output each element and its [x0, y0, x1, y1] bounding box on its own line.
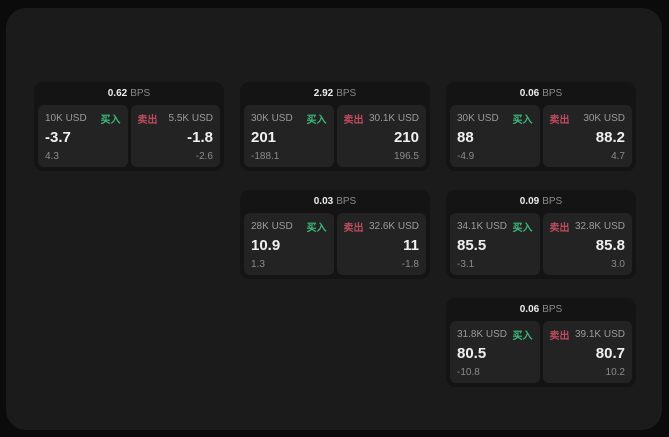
buy-price: 85.5 [457, 237, 487, 255]
buy-panel[interactable]: 31.8K USD 买入 80.5 -10.8 [450, 321, 540, 383]
buy-price: 80.5 [457, 345, 487, 363]
buy-tag: 买入 [306, 223, 327, 234]
bps-value: 0.62 [107, 88, 128, 99]
sell-tag: 卖出 [343, 223, 364, 234]
sell-change: 196.5 [393, 151, 419, 162]
quote-card: 0.09 BPS 34.1K USD 买入 85.5 -3.1 卖出 32.8K … [446, 190, 636, 279]
buy-tag: 买入 [512, 115, 533, 126]
bps-header: 0.09 BPS [450, 193, 632, 210]
bps-value: 0.09 [519, 196, 540, 207]
quote-panels: 31.8K USD 买入 80.5 -10.8 卖出 39.1K USD 80.… [450, 321, 632, 383]
quote-panels: 10K USD 买入 -3.7 4.3 卖出 5.5K USD -1.8 -2.… [38, 105, 220, 167]
sell-notional-amount: 5.5K USD [168, 113, 213, 124]
buy-panel[interactable]: 30K USD 买入 88 -4.9 [450, 105, 540, 167]
sell-change: -1.8 [401, 259, 419, 270]
sell-tag: 卖出 [343, 115, 364, 126]
buy-notional-amount: 31.8K USD [457, 329, 508, 340]
bps-value: 0.03 [313, 196, 334, 207]
quote-card: 0.03 BPS 28K USD 买入 10.9 1.3 卖出 32.6K USD… [240, 190, 430, 279]
bps-header: 2.92 BPS [244, 85, 426, 102]
bps-unit-label: BPS [130, 88, 151, 99]
bps-value: 2.92 [313, 88, 334, 99]
buy-price: 88 [457, 129, 474, 147]
sell-price: 80.7 [595, 345, 625, 363]
sell-price: -1.8 [187, 129, 213, 147]
sell-panel[interactable]: 卖出 30K USD 88.2 4.7 [542, 105, 632, 167]
buy-tag: 买入 [306, 115, 327, 126]
buy-price: 201 [251, 129, 277, 147]
buy-notional-amount: 34.1K USD [457, 221, 508, 232]
bps-unit-label: BPS [542, 304, 563, 315]
buy-change: 4.3 [45, 151, 59, 162]
buy-panel[interactable]: 10K USD 买入 -3.7 4.3 [38, 105, 128, 167]
bps-unit-label: BPS [542, 88, 563, 99]
buy-panel[interactable]: 30K USD 买入 201 -188.1 [244, 105, 334, 167]
buy-change: -3.1 [457, 259, 475, 270]
buy-notional-amount: 28K USD [251, 221, 293, 232]
sell-notional-amount: 32.6K USD [368, 221, 419, 232]
bps-unit-label: BPS [542, 196, 563, 207]
bps-header: 0.06 BPS [450, 85, 632, 102]
sell-panel[interactable]: 卖出 39.1K USD 80.7 10.2 [542, 321, 632, 383]
sell-panel[interactable]: 卖出 32.8K USD 85.8 3.0 [542, 213, 632, 275]
bps-value: 0.06 [519, 88, 540, 99]
buy-tag: 买入 [512, 331, 533, 342]
bps-header: 0.06 BPS [450, 301, 632, 318]
sell-change: 3.0 [611, 259, 625, 270]
quote-card: 2.92 BPS 30K USD 买入 201 -188.1 卖出 30.1K U… [240, 82, 430, 171]
buy-change: 1.3 [251, 259, 265, 270]
sell-tag: 卖出 [549, 331, 570, 342]
bps-value: 0.06 [519, 304, 540, 315]
cards-grid: 0.62 BPS 10K USD 买入 -3.7 4.3 卖出 5.5K USD … [34, 82, 636, 387]
buy-change: -188.1 [251, 151, 280, 162]
sell-price: 88.2 [595, 129, 625, 147]
buy-price: 10.9 [251, 237, 281, 255]
sell-change: 4.7 [611, 151, 625, 162]
buy-change: -10.8 [457, 367, 480, 378]
sell-notional-amount: 30.1K USD [368, 113, 419, 124]
bps-header: 0.62 BPS [38, 85, 220, 102]
sell-panel[interactable]: 卖出 32.6K USD 11 -1.8 [336, 213, 426, 275]
buy-change: -4.9 [457, 151, 475, 162]
bps-unit-label: BPS [336, 88, 357, 99]
quote-card: 0.06 BPS 31.8K USD 买入 80.5 -10.8 卖出 39.1K… [446, 298, 636, 387]
buy-price: -3.7 [45, 129, 71, 147]
buy-panel[interactable]: 28K USD 买入 10.9 1.3 [244, 213, 334, 275]
buy-tag: 买入 [100, 115, 121, 126]
app-window: 0.62 BPS 10K USD 买入 -3.7 4.3 卖出 5.5K USD … [6, 8, 662, 430]
sell-change: 10.2 [605, 367, 625, 378]
sell-price: 85.8 [595, 237, 625, 255]
sell-price: 11 [403, 237, 419, 255]
sell-panel[interactable]: 卖出 30.1K USD 210 196.5 [336, 105, 426, 167]
bps-unit-label: BPS [336, 196, 357, 207]
bps-header: 0.03 BPS [244, 193, 426, 210]
buy-notional-amount: 10K USD [45, 113, 87, 124]
quote-panels: 34.1K USD 买入 85.5 -3.1 卖出 32.8K USD 85.8… [450, 213, 632, 275]
quote-card: 0.06 BPS 30K USD 买入 88 -4.9 卖出 30K USD 88… [446, 82, 636, 171]
quote-panels: 28K USD 买入 10.9 1.3 卖出 32.6K USD 11 -1.8 [244, 213, 426, 275]
sell-tag: 卖出 [549, 223, 570, 234]
sell-change: -2.6 [195, 151, 213, 162]
buy-notional-amount: 30K USD [457, 113, 499, 124]
buy-panel[interactable]: 34.1K USD 买入 85.5 -3.1 [450, 213, 540, 275]
quote-panels: 30K USD 买入 88 -4.9 卖出 30K USD 88.2 4.7 [450, 105, 632, 167]
buy-notional-amount: 30K USD [251, 113, 293, 124]
sell-price: 210 [393, 129, 419, 147]
sell-notional-amount: 39.1K USD [574, 329, 625, 340]
sell-notional-amount: 32.8K USD [574, 221, 625, 232]
buy-tag: 买入 [512, 223, 533, 234]
sell-panel[interactable]: 卖出 5.5K USD -1.8 -2.6 [130, 105, 220, 167]
quote-card: 0.62 BPS 10K USD 买入 -3.7 4.3 卖出 5.5K USD … [34, 82, 224, 171]
sell-tag: 卖出 [137, 115, 158, 126]
quote-panels: 30K USD 买入 201 -188.1 卖出 30.1K USD 210 1… [244, 105, 426, 167]
sell-tag: 卖出 [549, 115, 570, 126]
sell-notional-amount: 30K USD [583, 113, 625, 124]
